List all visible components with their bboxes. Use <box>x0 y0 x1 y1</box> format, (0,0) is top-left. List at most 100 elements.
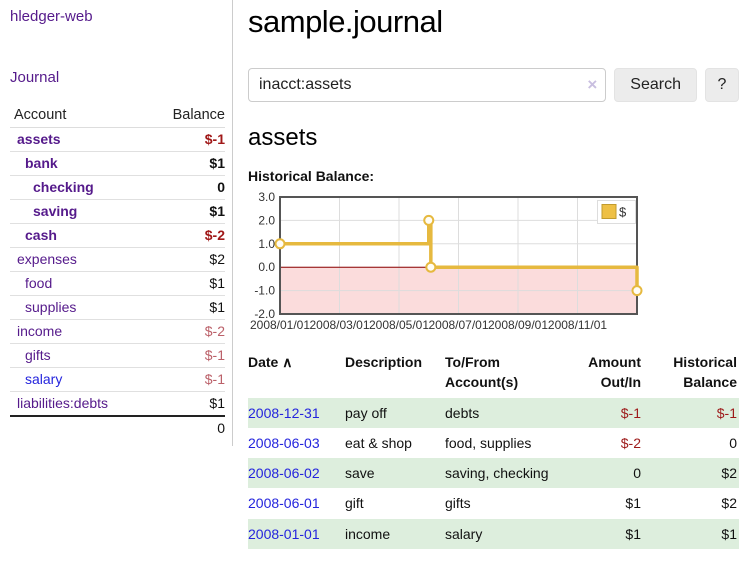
account-row: income $-2 <box>10 319 225 344</box>
account-heading: assets <box>248 124 318 151</box>
account-row: saving $1 <box>10 199 225 224</box>
account-row: supplies $1 <box>10 295 225 320</box>
account-row: checking 0 <box>10 175 225 200</box>
transaction-date-link[interactable]: 2008-12-31 <box>248 404 320 421</box>
nav-journal-link[interactable]: Journal <box>10 69 60 86</box>
register-table: Date ∧ Description To/From Account(s) Amoun… <box>248 350 739 550</box>
account-link[interactable]: bank <box>25 155 58 171</box>
account-link[interactable]: supplies <box>25 299 77 315</box>
transaction-date-link[interactable]: 2008-06-03 <box>248 434 320 451</box>
clear-search-icon[interactable]: × <box>587 75 598 94</box>
app-title[interactable]: hledger-web <box>10 8 93 25</box>
transaction-date-cell: 2008-06-01 <box>248 488 345 518</box>
transaction-amount: $1 <box>625 495 641 512</box>
account-balance: $1 <box>146 391 225 417</box>
chart-title: Historical Balance: <box>248 168 375 184</box>
account-balance: $1 <box>146 295 225 320</box>
search-input[interactable] <box>248 68 607 102</box>
accounts-table: Account Balance assets $-1 bank $1 checking 0… <box>10 104 225 440</box>
account-balance: 0 <box>146 175 225 200</box>
account-link[interactable]: saving <box>33 203 78 219</box>
transaction-row: 2008-06-01 gift gifts $1 $2 <box>248 488 739 518</box>
account-row: expenses $2 <box>10 247 225 272</box>
register-header-description: Description <box>345 354 423 370</box>
account-link[interactable]: salary <box>25 371 63 387</box>
account-balance: $-1 <box>146 343 225 368</box>
chart-ytick-label: -2.0 <box>254 307 275 321</box>
account-balance: $1 <box>146 199 225 224</box>
transaction-row: 2008-06-03 eat & shop food, supplies $-2 0 <box>248 428 739 458</box>
account-row: assets $-1 <box>10 127 225 152</box>
accounts-header-balance: Balance <box>146 104 225 128</box>
chart-data-marker <box>631 285 643 297</box>
account-link[interactable]: gifts <box>25 347 51 363</box>
transaction-balance: $1 <box>721 525 737 542</box>
transaction-date-link[interactable]: 2008-06-01 <box>248 495 320 512</box>
account-balance: $-2 <box>146 223 225 248</box>
search-input-wrap: × <box>248 68 607 102</box>
account-name-cell: assets <box>10 127 147 152</box>
accounts-total-row: 0 <box>10 415 225 440</box>
transaction-row: 2008-01-01 income salary $1 $1 <box>248 518 739 550</box>
account-link[interactable]: checking <box>33 179 94 195</box>
chart-xtick-label: 2008/09/01 <box>488 318 548 332</box>
account-balance: $1 <box>146 151 225 176</box>
chart-ytick-label: 1.0 <box>258 237 275 251</box>
account-link[interactable]: cash <box>25 227 57 243</box>
account-row: cash $-2 <box>10 223 225 248</box>
register-header-row: Date ∧ Description To/From Account(s) Amoun… <box>248 350 739 398</box>
chart-data-marker <box>425 261 437 273</box>
transaction-description: save <box>345 465 375 482</box>
register-header-amount: Amount Out/In <box>588 354 641 391</box>
account-link[interactable]: expenses <box>17 251 77 267</box>
register-header-date[interactable]: Date ∧ <box>248 354 293 370</box>
chart-xtick-label: 2008/11/01 <box>548 318 607 332</box>
transaction-date-cell: 2008-01-01 <box>248 519 345 549</box>
transaction-row: 2008-12-31 pay off debts $-1 $-1 <box>248 397 739 428</box>
account-link[interactable]: income <box>17 323 63 339</box>
chart-legend-label: $ <box>619 205 627 220</box>
chart-ytick-label: 0.0 <box>258 260 275 274</box>
chart-ytick-label: 2.0 <box>258 213 275 227</box>
transaction-accounts: saving, checking <box>445 465 549 482</box>
accounts-header-account: Account <box>10 104 147 128</box>
account-balance: $1 <box>146 271 225 296</box>
transaction-accounts: debts <box>445 404 480 421</box>
transaction-date-cell: 2008-12-31 <box>248 398 345 428</box>
account-row: liabilities:debts $1 <box>10 391 225 417</box>
accounts-total-spacer <box>10 415 147 440</box>
chart-xtick-label: 2008/07/01 <box>428 318 488 332</box>
search-form: × Search ? <box>248 68 739 102</box>
chart-ytick-label: 3.0 <box>258 192 275 204</box>
register-header-to/from: To/From Account(s) <box>445 354 519 391</box>
account-name-cell: checking <box>10 175 147 200</box>
account-name-cell: bank <box>10 151 147 176</box>
help-button[interactable]: ? <box>705 68 739 102</box>
search-button[interactable]: Search <box>614 68 697 102</box>
transaction-accounts: food, supplies <box>445 434 532 451</box>
transaction-accounts: salary <box>445 525 483 542</box>
account-name-cell: salary <box>10 367 147 392</box>
transaction-date-cell: 2008-06-02 <box>248 458 345 488</box>
chart-data-marker <box>274 238 286 250</box>
transaction-amount: 0 <box>633 465 641 482</box>
account-link[interactable]: liabilities:debts <box>17 395 109 411</box>
sort-ascending-icon: ∧ <box>282 354 293 370</box>
register-header-historical: Historical Balance <box>673 354 737 391</box>
account-name-cell: income <box>10 319 147 344</box>
account-balance: $2 <box>146 247 225 272</box>
account-name-cell: supplies <box>10 295 147 320</box>
chart-xtick-label: 2008/05/01 <box>369 318 429 332</box>
transaction-row: 2008-06-02 save saving, checking 0 $2 <box>248 458 739 489</box>
transaction-amount: $-1 <box>620 404 641 421</box>
transaction-accounts: gifts <box>445 495 471 512</box>
account-row: food $1 <box>10 271 225 296</box>
account-name-cell: cash <box>10 223 147 248</box>
account-link[interactable]: food <box>25 275 53 291</box>
chart-legend-swatch <box>601 204 617 219</box>
transaction-date-cell: 2008-06-03 <box>248 428 345 458</box>
transaction-date-link[interactable]: 2008-01-01 <box>248 525 320 542</box>
transaction-date-link[interactable]: 2008-06-02 <box>248 465 320 482</box>
account-link[interactable]: assets <box>17 131 61 147</box>
